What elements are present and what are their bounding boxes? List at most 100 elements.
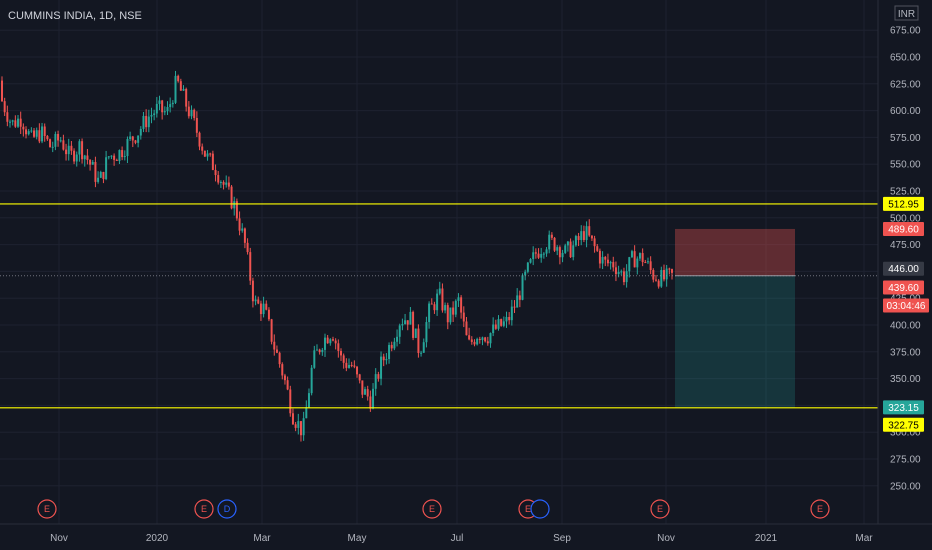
candle-body bbox=[219, 181, 222, 183]
level-price-tag: 512.95 bbox=[888, 199, 919, 210]
horizontal-levels[interactable] bbox=[0, 203, 878, 409]
candle-body bbox=[326, 337, 329, 344]
candle-body bbox=[476, 338, 479, 345]
candle-body bbox=[377, 374, 380, 379]
event-marker-label: E bbox=[817, 504, 823, 514]
candle-body bbox=[227, 182, 230, 187]
candle-body bbox=[115, 159, 118, 161]
candle-body bbox=[438, 288, 441, 294]
candle-body bbox=[315, 349, 318, 351]
candle-body bbox=[35, 130, 38, 137]
candle-body bbox=[540, 254, 543, 258]
candle-body bbox=[41, 126, 44, 142]
candle-body bbox=[620, 271, 623, 273]
candle-body bbox=[366, 389, 369, 397]
chart-grid bbox=[0, 0, 878, 524]
candle-body bbox=[190, 109, 193, 117]
candle-body bbox=[137, 135, 140, 143]
candle-body bbox=[444, 305, 447, 311]
candle-body bbox=[348, 364, 351, 368]
y-tick-label: 275.00 bbox=[890, 455, 921, 466]
candle-body bbox=[545, 249, 548, 254]
candle-body bbox=[454, 300, 457, 315]
candle-body bbox=[521, 275, 524, 300]
candle-body bbox=[433, 304, 436, 311]
candle-body bbox=[452, 307, 455, 315]
y-tick-label: 550.00 bbox=[890, 160, 921, 171]
candle-body bbox=[281, 364, 284, 376]
candle-body bbox=[401, 324, 404, 326]
y-tick-label: 350.00 bbox=[890, 374, 921, 385]
candle-body bbox=[283, 375, 286, 381]
candle-body bbox=[478, 338, 481, 341]
candle-body bbox=[537, 253, 540, 258]
candle-body bbox=[81, 141, 84, 160]
short-position-tool[interactable] bbox=[675, 228, 795, 408]
earnings-marker bbox=[37, 499, 57, 519]
stop-loss-zone bbox=[675, 228, 795, 276]
event-marker-label: E bbox=[525, 504, 531, 514]
candle-body bbox=[630, 251, 633, 258]
event-marker-label: E bbox=[657, 504, 663, 514]
candle-body bbox=[89, 159, 92, 165]
x-tick-label: Nov bbox=[657, 533, 675, 544]
y-tick-label: 500.00 bbox=[890, 213, 921, 224]
time-axis[interactable]: Nov 2020 Mar May Jul Sep Nov 2021 Mar bbox=[0, 523, 932, 544]
earnings-marker bbox=[422, 499, 442, 519]
candle-body bbox=[369, 396, 372, 409]
candle-body bbox=[102, 171, 105, 180]
currency-box[interactable] bbox=[894, 5, 919, 21]
candle-body bbox=[617, 271, 620, 275]
candle-body bbox=[230, 186, 233, 209]
candle-body bbox=[428, 303, 431, 323]
candle-body bbox=[297, 421, 300, 428]
candle-body bbox=[396, 336, 399, 342]
candle-body bbox=[342, 355, 345, 363]
candle-body bbox=[329, 339, 332, 344]
candle-body bbox=[238, 218, 241, 231]
y-tick-label: 300.00 bbox=[890, 428, 921, 439]
candle-body bbox=[107, 156, 110, 158]
candle-body bbox=[155, 103, 158, 114]
candle-body bbox=[1, 80, 3, 102]
candle-body bbox=[142, 115, 145, 129]
candle-body bbox=[201, 146, 204, 151]
candle-body bbox=[422, 342, 425, 353]
candle-body bbox=[356, 366, 359, 375]
candlestick-series bbox=[1, 70, 673, 442]
candle-body bbox=[257, 299, 260, 304]
x-tick-label: Sep bbox=[553, 533, 571, 544]
candle-body bbox=[262, 303, 265, 315]
candle-body bbox=[265, 303, 268, 310]
price-tag: 323.15 bbox=[888, 403, 919, 414]
candle-body bbox=[182, 88, 185, 91]
candle-body bbox=[470, 339, 473, 342]
candle-body bbox=[532, 252, 535, 260]
candle-body bbox=[588, 226, 591, 236]
candle-body bbox=[70, 145, 73, 151]
candle-body bbox=[147, 116, 150, 128]
event-marker-label: E bbox=[44, 504, 50, 514]
candle-body bbox=[6, 112, 9, 122]
candle-body bbox=[580, 231, 583, 241]
candle-body bbox=[249, 252, 252, 281]
price-tag-bg bbox=[883, 400, 924, 415]
y-tick-label: 250.00 bbox=[890, 481, 921, 492]
y-tick-label: 675.00 bbox=[890, 26, 921, 37]
candle-body bbox=[526, 262, 529, 272]
candle-body bbox=[222, 181, 225, 185]
candle-body bbox=[625, 271, 628, 283]
candle-body bbox=[358, 374, 361, 381]
candle-body bbox=[59, 140, 62, 142]
candle-body bbox=[633, 251, 636, 268]
candle-body bbox=[612, 262, 615, 268]
candle-body bbox=[198, 132, 201, 147]
candle-body bbox=[628, 257, 631, 272]
earnings-marker bbox=[194, 499, 214, 519]
candle-body bbox=[174, 75, 177, 103]
candle-body bbox=[62, 140, 65, 150]
candle-body bbox=[388, 345, 391, 360]
candle-body bbox=[406, 320, 409, 325]
